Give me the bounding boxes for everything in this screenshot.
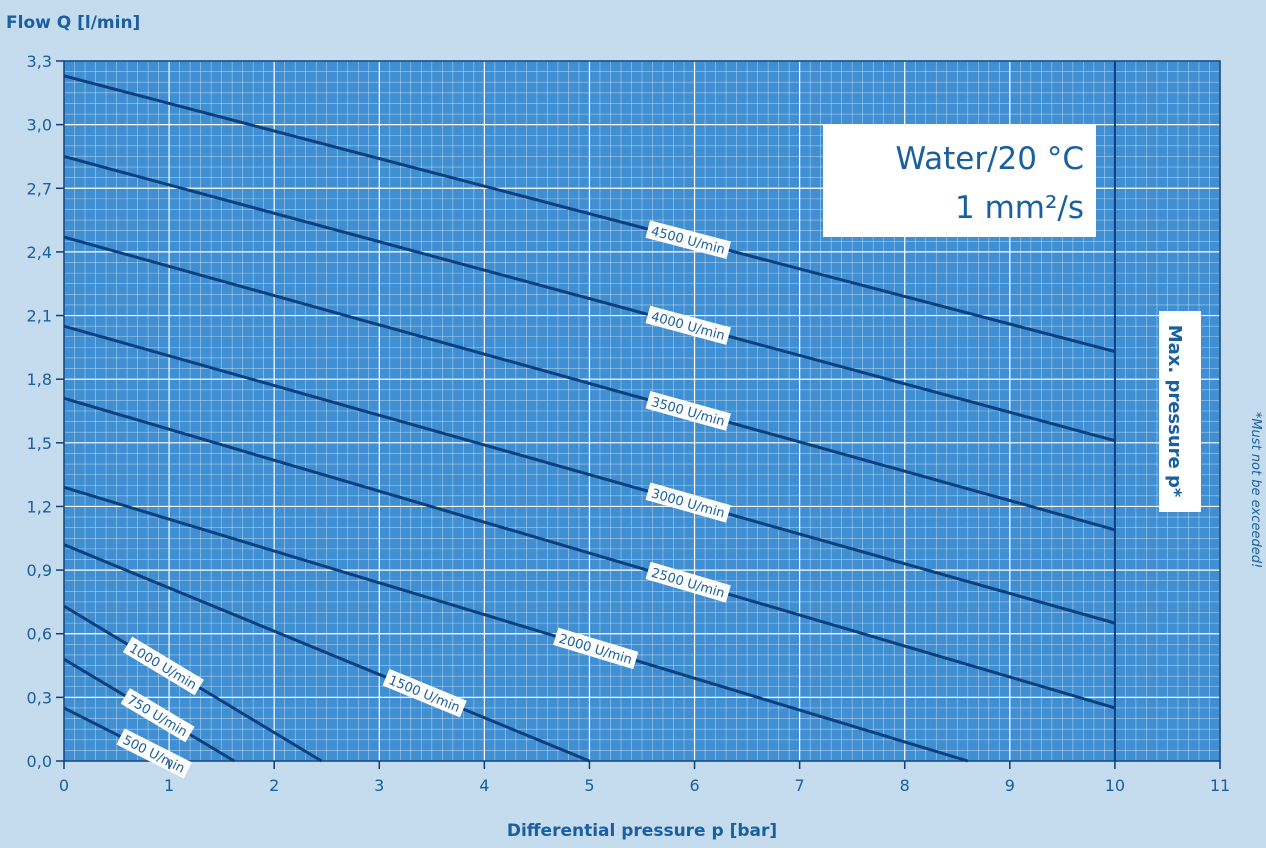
y-tick-label: 3,0: [27, 116, 52, 135]
max-pressure-label: Max. pressure p*: [1164, 325, 1185, 498]
medium-line-1: Water/20 °C: [895, 141, 1084, 177]
y-tick-label: 0,6: [27, 625, 52, 644]
plot-border: [63, 60, 1221, 762]
y-axis-title: Flow Q [l/min]: [6, 13, 140, 33]
x-tick-label: 4: [479, 776, 489, 795]
y-tick-label: 0,9: [27, 561, 52, 580]
x-tick-label: 9: [1005, 776, 1015, 795]
footnote: *Must not be exceeded!: [1248, 412, 1263, 568]
x-axis-title: Differential pressure p [bar]: [507, 821, 777, 841]
y-tick-label: 2,4: [27, 243, 52, 262]
series-line: [63, 324, 1116, 625]
series-lines: [63, 74, 1116, 763]
series-label-box: [553, 627, 639, 670]
x-tick-label: 5: [584, 776, 594, 795]
series-line: [63, 543, 591, 763]
series-line: [63, 155, 1116, 443]
y-tick-label: 1,8: [27, 370, 52, 389]
series-label-box: [645, 561, 731, 603]
x-tick-label: 6: [689, 776, 699, 795]
x-tick-label: 2: [269, 776, 279, 795]
x-tick-label: 10: [1105, 776, 1125, 795]
medium-info-box: Water/20 °C 1 mm²/s: [823, 125, 1096, 237]
y-tick-label: 2,7: [27, 179, 52, 198]
y-tick-label: 1,2: [27, 497, 52, 516]
medium-line-2: 1 mm²/s: [955, 190, 1084, 226]
series-label-box: [645, 305, 731, 345]
series-line: [63, 485, 969, 763]
series-label-box: [645, 482, 731, 523]
series-line: [63, 396, 1116, 710]
max-pressure-box: Max. pressure p*: [1159, 311, 1201, 512]
x-tick-label: 7: [795, 776, 805, 795]
x-axis-ticks: 0 1 2 3 4 5 6 7 8 9 10 11: [59, 761, 1230, 795]
y-tick-label: 0,0: [27, 752, 52, 771]
x-tick-label: 3: [374, 776, 384, 795]
series-label-box: [120, 688, 195, 743]
y-tick-label: 1,5: [27, 434, 52, 453]
y-tick-label: 2,1: [27, 307, 52, 326]
series-label-box: [122, 636, 204, 696]
series-label-box: [382, 668, 467, 718]
series-label-box: [645, 220, 731, 259]
x-tick-label: 11: [1210, 776, 1230, 795]
x-tick-label: 1: [164, 776, 174, 795]
y-tick-label: 3,3: [27, 52, 52, 71]
series-label-box: [116, 728, 192, 779]
y-axis-ticks: 0,0 0,3 0,6 0,9 1,2 1,5 1,8 2,1 2,4 2,7 3,0 3,3: [27, 52, 64, 771]
minor-grid: [64, 61, 1220, 761]
series-label-box: [645, 391, 731, 431]
x-tick-label: 8: [900, 776, 910, 795]
series-line: [63, 74, 1116, 354]
x-tick-label: 0: [59, 776, 69, 795]
series-line: [63, 235, 1116, 532]
y-tick-label: 0,3: [27, 688, 52, 707]
